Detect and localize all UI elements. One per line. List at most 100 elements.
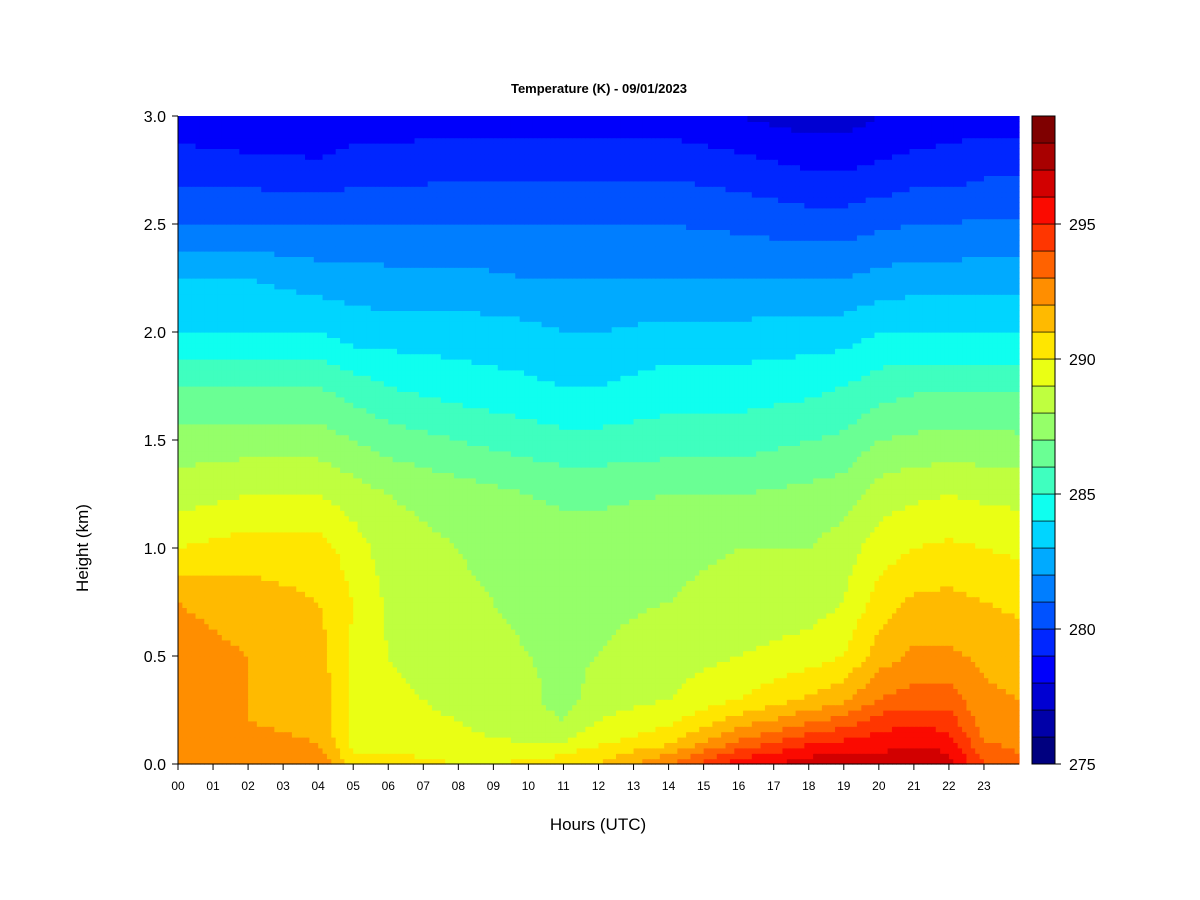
heatmap-cell	[651, 715, 657, 722]
heatmap-cell	[646, 639, 652, 646]
heatmap-cell	[646, 758, 652, 765]
heatmap-cell	[519, 661, 525, 668]
heatmap-cell	[589, 742, 595, 749]
heatmap-cell	[313, 726, 319, 733]
heatmap-cell	[913, 704, 919, 711]
heatmap-cell	[808, 737, 814, 743]
heatmap-cell	[668, 683, 674, 689]
heatmap-cell	[795, 699, 801, 706]
heatmap-cell	[900, 666, 906, 673]
heatmap-cell	[799, 639, 805, 646]
heatmap-cell	[563, 742, 569, 749]
heatmap-cell	[1001, 645, 1007, 652]
heatmap-cell	[221, 634, 227, 641]
heatmap-cell	[410, 720, 416, 727]
heatmap-cell	[331, 629, 337, 635]
heatmap-cell	[891, 693, 897, 700]
heatmap-cell	[234, 726, 240, 733]
heatmap-cell	[427, 693, 433, 700]
heatmap-cell	[326, 629, 332, 635]
heatmap-cell	[318, 639, 324, 646]
heatmap-cell	[931, 715, 937, 722]
heatmap-cell	[178, 666, 183, 673]
heatmap-cell	[313, 758, 319, 765]
heatmap-cell	[427, 645, 433, 652]
heatmap-cell	[274, 639, 280, 646]
heatmap-cell	[361, 726, 367, 733]
heatmap-cell	[764, 623, 770, 630]
heatmap-cell	[655, 737, 661, 743]
heatmap-cell	[401, 656, 407, 662]
heatmap-cell	[629, 634, 635, 641]
heatmap-cell	[633, 639, 639, 646]
heatmap-cell	[554, 753, 560, 760]
heatmap-cell	[195, 758, 201, 765]
heatmap-cell	[318, 731, 324, 738]
heatmap-cell	[966, 742, 972, 749]
heatmap-cell	[545, 710, 551, 716]
heatmap-cell	[900, 747, 906, 754]
heatmap-cell	[234, 753, 240, 760]
heatmap-cell	[975, 634, 981, 641]
heatmap-cell	[278, 656, 284, 662]
heatmap-cell	[414, 639, 420, 646]
heatmap-cell	[1014, 704, 1020, 711]
heatmap-cell	[366, 737, 372, 743]
heatmap-cell	[716, 753, 722, 760]
heatmap-cell	[778, 677, 784, 684]
heatmap-cell	[405, 758, 411, 765]
heatmap-cell	[931, 672, 937, 679]
heatmap-cell	[918, 683, 924, 689]
heatmap-cell	[607, 758, 613, 765]
heatmap-cell	[940, 661, 946, 668]
heatmap-cell	[580, 650, 586, 657]
heatmap-cell	[677, 629, 683, 635]
heatmap-cell	[909, 683, 915, 689]
heatmap-cell	[423, 656, 429, 662]
heatmap-cell	[778, 726, 784, 733]
heatmap-cell	[887, 645, 893, 652]
heatmap-cell	[931, 661, 937, 668]
heatmap-cell	[182, 634, 188, 641]
heatmap-cell	[502, 726, 508, 733]
heatmap-cell	[357, 720, 363, 727]
heatmap-cell	[611, 634, 617, 641]
heatmap-cell	[743, 683, 749, 689]
heatmap-cell	[340, 699, 346, 706]
heatmap-cell	[283, 639, 289, 646]
heatmap-cell	[318, 693, 324, 700]
heatmap-cell	[269, 699, 275, 706]
heatmap-cell	[204, 742, 210, 749]
heatmap-cell	[909, 661, 915, 668]
heatmap-cell	[414, 688, 420, 695]
heatmap-cell	[580, 677, 586, 684]
heatmap-cell	[712, 715, 718, 722]
heatmap-cell	[427, 650, 433, 657]
heatmap-cell	[944, 715, 950, 722]
heatmap-cell	[550, 645, 556, 652]
heatmap-cell	[462, 629, 468, 635]
heatmap-cell	[243, 720, 249, 727]
heatmap-cell	[966, 650, 972, 657]
heatmap-cell	[199, 753, 205, 760]
heatmap-cell	[383, 688, 389, 695]
heatmap-cell	[335, 693, 341, 700]
heatmap-cell	[379, 639, 385, 646]
heatmap-cell	[186, 634, 192, 641]
heatmap-cell	[830, 661, 836, 668]
heatmap-cell	[484, 699, 490, 706]
heatmap-cell	[672, 747, 678, 754]
heatmap-cell	[672, 688, 678, 695]
heatmap-cell	[699, 623, 705, 630]
heatmap-cell	[353, 623, 359, 630]
heatmap-cell	[668, 677, 674, 684]
heatmap-cell	[357, 742, 363, 749]
heatmap-cell	[594, 634, 600, 641]
heatmap-cell	[664, 623, 670, 630]
heatmap-cell	[953, 720, 959, 727]
heatmap-cell	[729, 737, 735, 743]
heatmap-cell	[756, 650, 762, 657]
heatmap-cell	[458, 747, 464, 754]
heatmap-cell	[239, 731, 245, 738]
heatmap-cell	[243, 623, 249, 630]
